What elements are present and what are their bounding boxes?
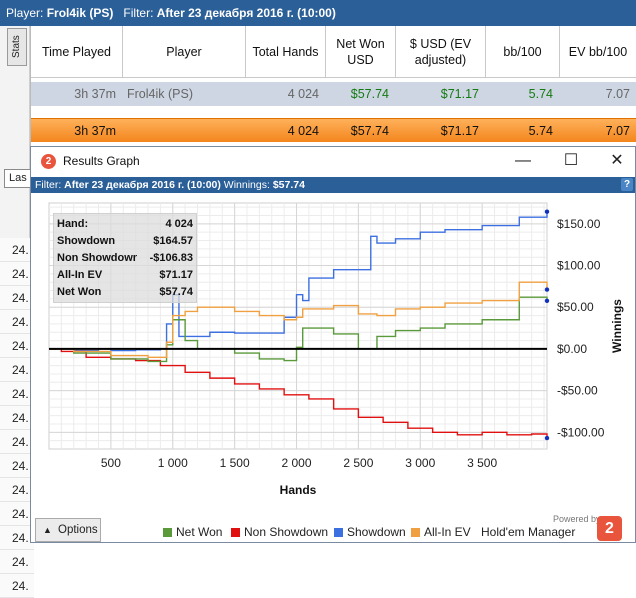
left-row-value: 24.: [0, 574, 34, 598]
x-tick-label: 2 000: [281, 456, 311, 470]
x-tick-label: 3 500: [467, 456, 497, 470]
legend-all-in-ev[interactable]: All-In EV: [411, 525, 471, 539]
cell-ev-bb100: 7.07: [605, 87, 630, 101]
stat-hands: Hand: 4 024: [57, 218, 193, 230]
legend-non-showdown[interactable]: Non Showdown: [231, 525, 328, 539]
cell-bb100: 5.74: [528, 124, 553, 138]
y-tick-label: $0.00: [557, 342, 587, 356]
y-tick-label: $100.00: [557, 259, 601, 273]
left-row-value: 24.: [0, 286, 34, 310]
legend-swatch: [163, 528, 172, 537]
cell-time-played: 3h 37m: [74, 87, 116, 101]
stats-table: Time Played Player Total Hands Net Won U…: [30, 26, 636, 156]
minimize-icon[interactable]: —: [515, 152, 531, 169]
caret-up-icon: ▲: [43, 525, 52, 535]
cell-ev-adjusted: $71.17: [440, 124, 479, 138]
y-axis-label: Winnings: [610, 299, 624, 353]
x-tick-label: 500: [101, 456, 121, 470]
x-tick-label: 1 500: [220, 456, 250, 470]
series-line: [49, 296, 548, 363]
table-row-summary[interactable]: 3h 37m 4 024 $57.74 $71.17 5.74 7.07: [31, 118, 636, 142]
left-row-value: 24.: [0, 550, 34, 574]
header-time-played[interactable]: Time Played: [31, 26, 123, 78]
y-tick-label: $150.00: [557, 217, 601, 231]
legend-net-won[interactable]: Net Won: [163, 525, 222, 539]
options-label: Options: [58, 524, 98, 536]
header-net-won[interactable]: Net Won USD: [326, 26, 396, 78]
filter-value: After 23 декабря 2016 г. (10:00): [156, 6, 336, 20]
cell-total-hands: 4 024: [287, 124, 319, 138]
window-title: Results Graph: [63, 154, 140, 168]
series-end-point: [544, 287, 550, 292]
left-row-value: 24.: [0, 382, 34, 406]
graph-filter-bar: Filter: After 23 декабря 2016 г. (10:00)…: [31, 177, 635, 193]
legend-swatch: [334, 528, 343, 537]
left-row-value: 24.: [0, 526, 34, 550]
left-row-value: 24.: [0, 238, 34, 262]
help-icon[interactable]: ?: [621, 178, 633, 191]
x-tick-label: 3 000: [405, 456, 435, 470]
x-axis-label: Hands: [280, 483, 317, 497]
player-header-bar: Player: Frol4ik (PS) Filter: After 23 де…: [0, 0, 636, 26]
left-row-value: 24.: [0, 454, 34, 478]
left-row-value: 24.: [0, 262, 34, 286]
header-bb100[interactable]: bb/100: [486, 26, 560, 78]
brand-name: Hold'em Manager: [481, 525, 576, 539]
stat-showdown: Showdown $164.57: [57, 235, 193, 247]
powered-by-text: Powered by: [553, 514, 601, 524]
x-tick-label: 2 500: [343, 456, 373, 470]
cell-ev-bb100: 7.07: [605, 124, 630, 138]
close-icon[interactable]: ✕: [610, 152, 624, 169]
left-row-value: 24.: [0, 502, 34, 526]
header-total-hands[interactable]: Total Hands: [246, 26, 326, 78]
y-tick-label: $50.00: [557, 300, 594, 314]
player-name: Frol4ik (PS): [46, 6, 114, 20]
left-row-value: 24.: [0, 430, 34, 454]
left-row-value: 24.: [0, 478, 34, 502]
y-tick-label: -$50.00: [557, 384, 598, 398]
hm2-logo: 2: [597, 516, 622, 541]
graph-filter-label: Filter:: [35, 179, 62, 191]
graph-filter-value: After 23 декабря 2016 г. (10:00): [64, 179, 221, 191]
series-end-point: [544, 209, 550, 214]
window-titlebar[interactable]: 2 Results Graph — ☐ ✕: [31, 147, 635, 177]
stat-net-won: Net Won $57.74: [57, 286, 193, 298]
series-end-point: [544, 298, 550, 303]
player-label: Player:: [6, 6, 44, 20]
graph-winnings-label: Winnings:: [223, 179, 270, 191]
y-tick-label: -$100.00: [557, 425, 605, 439]
legend-swatch: [231, 528, 240, 537]
cell-net-won: $57.74: [350, 87, 389, 101]
series-line: [49, 281, 548, 358]
left-row-value: 24.: [0, 334, 34, 358]
table-row[interactable]: 3h 37m Frol4ik (PS) 4 024 $57.74 $71.17 …: [31, 82, 636, 106]
cell-bb100: 5.74: [528, 87, 553, 101]
x-tick-label: 1 000: [158, 456, 188, 470]
stat-non-showdown: Non Showdown -$106.83: [57, 252, 193, 264]
header-ev-adjusted[interactable]: $ USD (EV adjusted): [396, 26, 486, 78]
cell-net-won: $57.74: [350, 124, 389, 138]
header-player[interactable]: Player: [123, 26, 246, 78]
maximize-icon[interactable]: ☐: [563, 152, 579, 169]
graph-winnings-value: $57.74: [272, 179, 305, 191]
cell-time-played: 3h 37m: [74, 124, 116, 138]
cell-player: [123, 119, 246, 143]
legend-showdown[interactable]: Showdown: [334, 525, 406, 539]
legend-swatch: [411, 528, 420, 537]
cell-total-hands: 4 024: [287, 87, 319, 101]
options-button[interactable]: ▲ Options: [35, 518, 101, 542]
left-row-value: 24.: [0, 406, 34, 430]
header-ev-bb100[interactable]: EV bb/100: [560, 26, 636, 78]
stat-allin-ev: All-In EV $71.17: [57, 269, 193, 281]
left-row-value: 24.: [0, 358, 34, 382]
results-graph-window: 2 Results Graph — ☐ ✕ Filter: After 23 д…: [30, 146, 636, 543]
hm2-app-icon: 2: [41, 154, 56, 169]
filter-label: Filter:: [123, 6, 154, 20]
cell-player: Frol4ik (PS): [127, 87, 193, 101]
hand-stats-box: Hand: 4 024 Showdown $164.57 Non Showdown -…: [53, 213, 197, 303]
series-end-point: [544, 435, 550, 441]
left-row-value: 24.: [0, 310, 34, 334]
cell-ev-adjusted: $71.17: [440, 87, 479, 101]
stats-tab[interactable]: Stats: [7, 28, 27, 66]
